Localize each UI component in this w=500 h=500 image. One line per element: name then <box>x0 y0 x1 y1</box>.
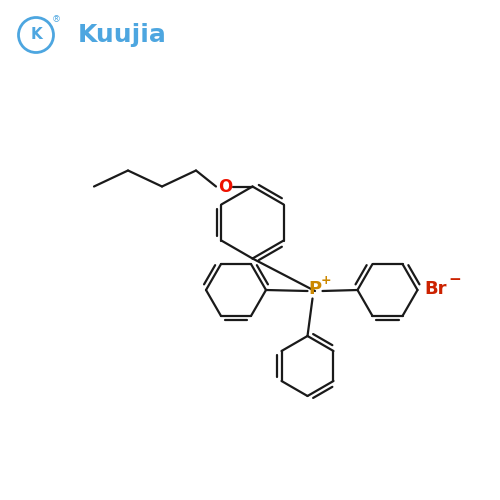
Text: ®: ® <box>52 16 60 24</box>
Text: +: + <box>320 274 332 286</box>
Text: Kuujia: Kuujia <box>78 23 167 47</box>
Text: Br: Br <box>425 280 448 298</box>
Text: −: − <box>448 272 462 286</box>
Text: K: K <box>30 28 42 42</box>
Text: O: O <box>218 178 232 196</box>
Text: P: P <box>308 280 322 298</box>
